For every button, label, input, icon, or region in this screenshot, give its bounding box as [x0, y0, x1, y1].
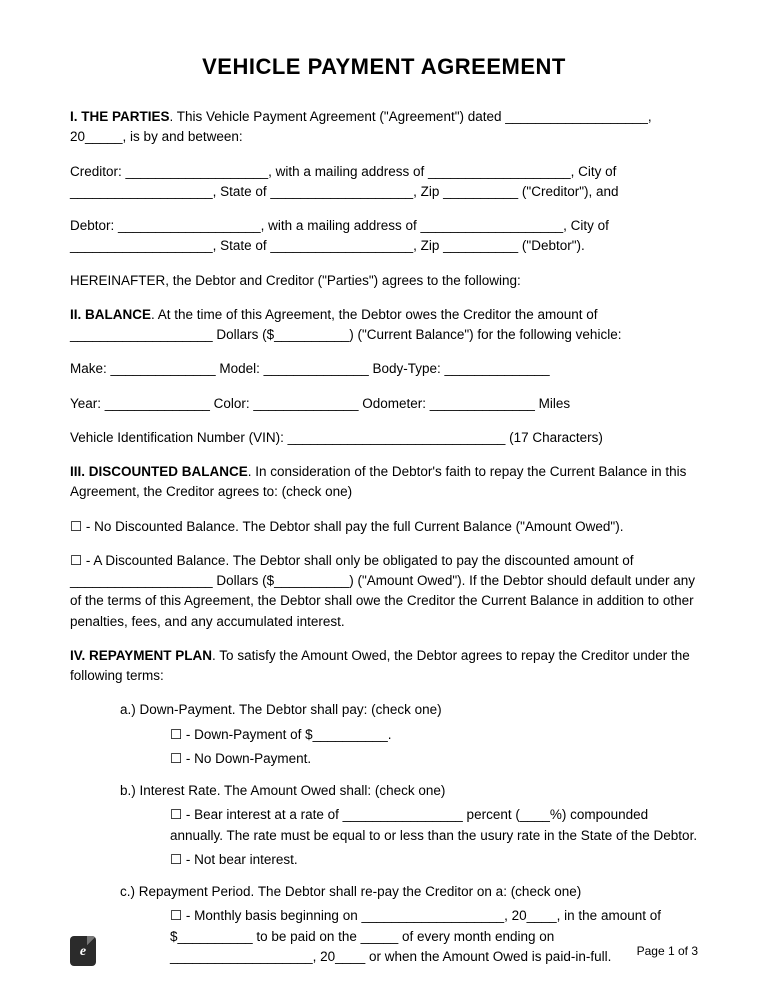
repayment-c-label: c.) Repayment Period. The Debtor shall r…: [70, 882, 698, 902]
repayment-b-opt1: ☐ - Bear interest at a rate of _________…: [70, 805, 698, 846]
discounted-option-none: ☐ - No Discounted Balance. The Debtor sh…: [70, 517, 698, 537]
discounted-option-yes: ☐ - A Discounted Balance. The Debtor sha…: [70, 551, 698, 632]
repayment-b-opt2: ☐ - Not bear interest.: [70, 850, 698, 870]
page-number: Page 1 of 3: [637, 942, 698, 960]
brand-logo-icon: e: [70, 936, 96, 966]
section-3-discounted: III. DISCOUNTED BALANCE. In consideratio…: [70, 462, 698, 503]
section-4-repayment: IV. REPAYMENT PLAN. To satisfy the Amoun…: [70, 646, 698, 687]
vehicle-make-line: Make: ______________ Model: ____________…: [70, 359, 698, 379]
repayment-b: b.) Interest Rate. The Amount Owed shall…: [70, 781, 698, 870]
section-2-balance: II. BALANCE. At the time of this Agreeme…: [70, 305, 698, 346]
section-4-heading: IV. REPAYMENT PLAN: [70, 648, 212, 663]
repayment-a: a.) Down-Payment. The Debtor shall pay: …: [70, 700, 698, 769]
repayment-a-opt2: ☐ - No Down-Payment.: [70, 749, 698, 769]
debtor-line: Debtor: ___________________, with a mail…: [70, 216, 698, 257]
repayment-b-label: b.) Interest Rate. The Amount Owed shall…: [70, 781, 698, 801]
vehicle-vin-line: Vehicle Identification Number (VIN): ___…: [70, 428, 698, 448]
hereinafter-line: HEREINAFTER, the Debtor and Creditor ("P…: [70, 271, 698, 291]
vehicle-year-line: Year: ______________ Color: ____________…: [70, 394, 698, 414]
section-1-heading: I. THE PARTIES: [70, 109, 170, 124]
logo-letter: e: [80, 941, 86, 962]
repayment-a-opt1: ☐ - Down-Payment of $__________.: [70, 725, 698, 745]
repayment-a-label: a.) Down-Payment. The Debtor shall pay: …: [70, 700, 698, 720]
page-footer: e Page 1 of 3: [70, 936, 698, 966]
section-2-intro: . At the time of this Agreement, the Deb…: [70, 307, 621, 342]
section-1-parties: I. THE PARTIES. This Vehicle Payment Agr…: [70, 107, 698, 148]
document-title: VEHICLE PAYMENT AGREEMENT: [70, 50, 698, 83]
section-2-heading: II. BALANCE: [70, 307, 151, 322]
creditor-line: Creditor: ___________________, with a ma…: [70, 162, 698, 203]
section-3-heading: III. DISCOUNTED BALANCE: [70, 464, 248, 479]
